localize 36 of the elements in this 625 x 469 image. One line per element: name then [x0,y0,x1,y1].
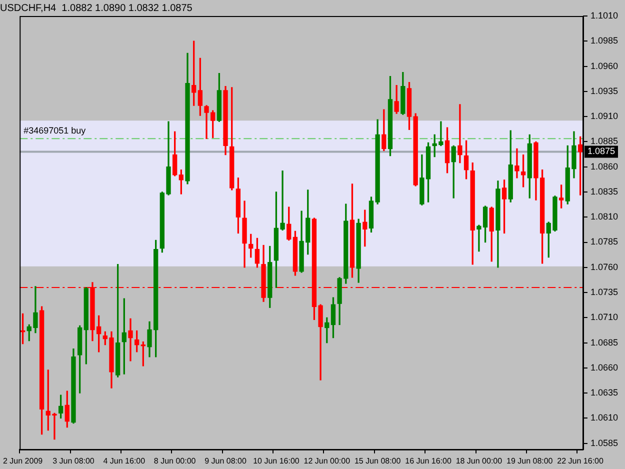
ref-line-label: 1.0875 [587,146,616,156]
y-tick-label: 1.0810 [590,212,618,222]
x-tick-label: 22 Jun 16:00 [557,456,604,466]
candlestick [514,148,520,178]
ref-line-label: #34697051 buy [24,126,86,136]
x-tick-label: 15 Jun 08:00 [354,456,402,466]
x-tick-label: 8 Jun 00:00 [154,456,196,466]
y-tick-label: 1.0685 [590,337,618,348]
y-tick-label: 1.0735 [590,287,618,298]
x-tick-label: 18 Jun 00:00 [456,456,503,466]
x-tick-label: 9 Jun 08:00 [204,456,247,466]
x-tick-label: 16 Jun 16:00 [405,456,452,466]
candlestick [458,104,462,164]
chart-title: USDCHF,H4 1.0882 1.0890 1.0832 1.0875 [0,2,193,14]
y-tick-label: 1.0960 [590,60,618,71]
y-tick-label: 1.0710 [590,312,618,322]
y-tick-label: 1.0585 [590,438,618,448]
x-tick-label: 12 Jun 00:00 [304,456,351,466]
y-tick-label: 1.0785 [590,236,618,247]
y-tick-label: 1.0660 [590,362,618,372]
candlestick [128,318,133,362]
x-tick-label: 19 Jun 08:00 [506,456,554,466]
x-tick-label: 2 Jun 2009 [3,456,44,466]
x-tick-label: 4 Jun 16:00 [103,456,146,466]
y-tick-label: 1.0935 [590,86,618,96]
y-tick-label: 1.0835 [590,186,618,196]
y-tick-label: 1.1010 [590,10,618,20]
y-tick-label: 1.0910 [590,111,618,122]
x-tick-label: 3 Jun 08:00 [52,456,95,466]
y-tick-label: 1.0635 [590,388,618,398]
y-tick-label: 1.0860 [590,161,618,172]
y-tick-label: 1.0985 [590,36,618,46]
y-tick-label: 1.0760 [590,262,618,272]
x-tick-label: 10 Jun 16:00 [253,456,300,466]
y-tick-label: 1.0885 [590,136,618,146]
y-tick-label: 1.0610 [590,412,618,423]
